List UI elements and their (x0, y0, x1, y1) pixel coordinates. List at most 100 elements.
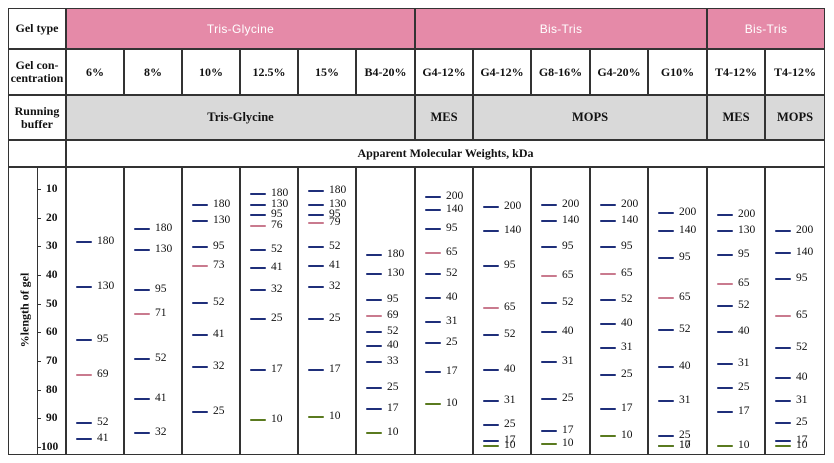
band-label: 52 (387, 325, 399, 338)
blank-corner-cell (8, 140, 66, 167)
band-marker (76, 286, 92, 289)
band-label: 52 (796, 341, 808, 354)
band-marker (483, 368, 499, 371)
band-label: 25 (504, 418, 516, 431)
band-marker (717, 214, 733, 217)
lane-column (707, 167, 765, 455)
band-marker (600, 347, 616, 350)
band-marker (775, 440, 791, 443)
band-marker (717, 283, 733, 286)
band-label: 65 (562, 269, 574, 282)
band-label: 52 (562, 296, 574, 309)
axis-tick-label: 100 (41, 441, 59, 453)
band-marker (541, 302, 557, 305)
band-marker (717, 304, 733, 307)
band-label: 140 (562, 213, 580, 226)
band-marker (541, 360, 557, 363)
band-label: 180 (329, 184, 347, 197)
band-label: 140 (446, 202, 464, 215)
band-label: 41 (155, 391, 167, 404)
concentration-cell: 10% (182, 49, 240, 95)
band-label: 10 (504, 439, 516, 451)
band-marker (483, 230, 499, 233)
band-label: 79 (329, 216, 341, 229)
band-marker (250, 288, 266, 291)
band-marker (717, 387, 733, 390)
band-label: 52 (738, 298, 750, 311)
band-label: 17 (271, 362, 283, 375)
band-label: 180 (387, 248, 405, 261)
band-marker (366, 272, 382, 275)
band-marker (775, 230, 791, 233)
band-marker (308, 222, 324, 225)
band-marker (366, 432, 382, 435)
band-label: 130 (97, 280, 115, 293)
band-marker (308, 190, 324, 193)
lane-column (356, 167, 415, 455)
band-label: 41 (213, 327, 225, 340)
axis-tick-label: 80 (46, 383, 58, 396)
band-marker (366, 408, 382, 411)
band-label: 10 (796, 439, 808, 451)
axis-tick-label: 10 (46, 183, 58, 195)
band-label: 200 (446, 189, 464, 202)
lane-column (765, 167, 825, 455)
band-marker (658, 365, 674, 368)
band-marker (308, 264, 324, 267)
band-marker (541, 203, 557, 206)
band-label: 65 (504, 301, 516, 314)
band-marker (250, 214, 266, 217)
axis-tick-mark (37, 389, 41, 391)
band-marker (425, 195, 441, 198)
band-marker (192, 333, 208, 336)
band-marker (308, 246, 324, 249)
band-marker (600, 219, 616, 222)
band-label: 40 (796, 370, 808, 383)
band-label: 17 (679, 439, 691, 451)
band-marker (76, 240, 92, 243)
band-label: 65 (679, 290, 691, 303)
band-marker (717, 230, 733, 233)
band-label: 140 (679, 224, 697, 237)
lane-column (240, 167, 298, 455)
band-label: 180 (155, 221, 173, 234)
band-marker (192, 246, 208, 249)
band-label: 10 (679, 439, 691, 451)
band-label: 52 (271, 242, 283, 255)
band-marker (541, 443, 557, 446)
band-label: 10 (446, 397, 458, 410)
axis-tick-label: 40 (46, 269, 58, 281)
band-label: 25 (329, 312, 341, 324)
band-marker (483, 333, 499, 336)
axis-tick-label: 30 (46, 240, 58, 253)
band-marker (717, 411, 733, 414)
band-marker (600, 246, 616, 249)
band-label: 71 (155, 306, 167, 319)
band-label: 130 (155, 242, 173, 255)
apparent-mw-header: Apparent Molecular Weights, kDa (66, 140, 825, 167)
band-marker (541, 397, 557, 400)
band-label: 10 (387, 426, 399, 439)
band-marker (541, 429, 557, 432)
band-marker (134, 432, 150, 435)
band-label: 95 (621, 240, 633, 253)
axis-tick-mark (37, 418, 41, 420)
band-marker (308, 286, 324, 289)
lane-column (590, 167, 648, 455)
band-label: 17 (446, 365, 458, 378)
band-marker (192, 411, 208, 414)
axis-tick-mark (37, 217, 41, 219)
band-label: 69 (97, 367, 109, 380)
buffer-mes-2: MES (707, 95, 765, 140)
band-marker (308, 318, 324, 320)
band-marker (658, 445, 674, 447)
band-marker (308, 368, 324, 371)
axis-label: %length of gel (17, 272, 32, 348)
band-label: 130 (213, 213, 231, 226)
band-label: 65 (446, 245, 458, 258)
band-marker (366, 315, 382, 318)
band-label: 32 (213, 359, 225, 372)
band-marker (541, 331, 557, 334)
band-marker (366, 360, 382, 363)
band-label: 73 (213, 258, 225, 271)
